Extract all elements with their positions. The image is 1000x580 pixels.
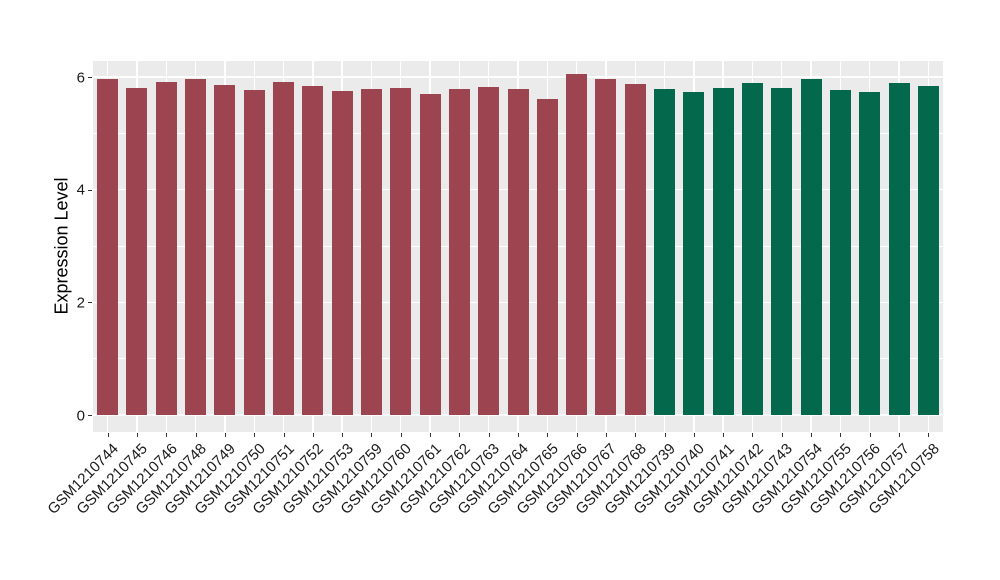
x-tick-mark (781, 433, 783, 437)
x-tick-mark (254, 433, 256, 437)
x-tick-mark (488, 433, 490, 437)
x-tick-mark (459, 433, 461, 437)
y-tick-label: 6 (76, 69, 85, 87)
bar-GSM1210750 (243, 89, 265, 415)
bar-GSM1210744 (97, 78, 119, 415)
bar-GSM1210761 (419, 93, 441, 415)
x-tick-mark (166, 433, 168, 437)
x-tick-mark (840, 433, 842, 437)
x-tick-mark (283, 433, 285, 437)
bar-GSM1210756 (859, 91, 881, 415)
bar-GSM1210766 (566, 73, 588, 415)
x-tick-mark (547, 433, 549, 437)
x-tick-mark (312, 433, 314, 437)
x-tick-mark (224, 433, 226, 437)
bar-GSM1210743 (771, 87, 793, 415)
bar-GSM1210739 (654, 88, 676, 415)
x-tick-mark (928, 433, 930, 437)
x-tick-mark (693, 433, 695, 437)
bar-GSM1210740 (683, 91, 705, 415)
y-tick-mark (88, 77, 92, 79)
x-tick-mark (605, 433, 607, 437)
x-tick-mark (664, 433, 666, 437)
x-tick-mark (723, 433, 725, 437)
x-tick-mark (342, 433, 344, 437)
y-tick-label: 4 (76, 181, 85, 199)
bar-GSM1210751 (273, 82, 295, 415)
bar-GSM1210749 (214, 84, 236, 415)
x-tick-mark (576, 433, 578, 437)
x-tick-mark (518, 433, 519, 437)
x-tick-mark (869, 433, 871, 437)
x-tick-mark (899, 433, 901, 437)
y-tick-mark (88, 415, 92, 416)
x-tick-mark (430, 433, 432, 437)
y-tick-label: 2 (76, 294, 85, 312)
bar-GSM1210768 (624, 83, 646, 415)
bar-GSM1210745 (126, 87, 148, 415)
x-tick-mark (752, 433, 754, 437)
y-tick-mark (88, 302, 92, 304)
bar-GSM1210754 (800, 79, 822, 415)
bar-GSM1210763 (478, 86, 500, 415)
bar-GSM1210752 (302, 86, 324, 415)
x-tick-mark (107, 433, 109, 437)
bar-GSM1210765 (536, 98, 558, 415)
y-tick-mark (88, 189, 92, 191)
x-tick-mark (811, 433, 813, 437)
plot-panel (93, 61, 943, 432)
bar-GSM1210753 (331, 91, 353, 415)
bar-GSM1210759 (360, 88, 382, 415)
bar-GSM1210760 (390, 88, 412, 415)
bar-GSM1210742 (741, 82, 763, 415)
bar-GSM1210757 (888, 82, 910, 415)
x-tick-mark (400, 433, 402, 437)
x-tick-mark (195, 433, 197, 437)
y-axis-title: Expression Level (51, 177, 72, 315)
bar-GSM1210762 (448, 88, 470, 415)
bar-GSM1210758 (917, 86, 939, 415)
bar-GSM1210741 (712, 88, 734, 415)
bar-GSM1210767 (595, 78, 617, 415)
bar-GSM1210764 (507, 88, 529, 415)
y-tick-label: 0 (76, 407, 85, 424)
x-tick-mark (136, 433, 138, 437)
bar-GSM1210755 (829, 89, 851, 415)
bar-GSM1210748 (185, 79, 207, 415)
bar-GSM1210746 (155, 82, 177, 415)
x-tick-mark (371, 433, 373, 437)
x-tick-mark (635, 433, 637, 437)
